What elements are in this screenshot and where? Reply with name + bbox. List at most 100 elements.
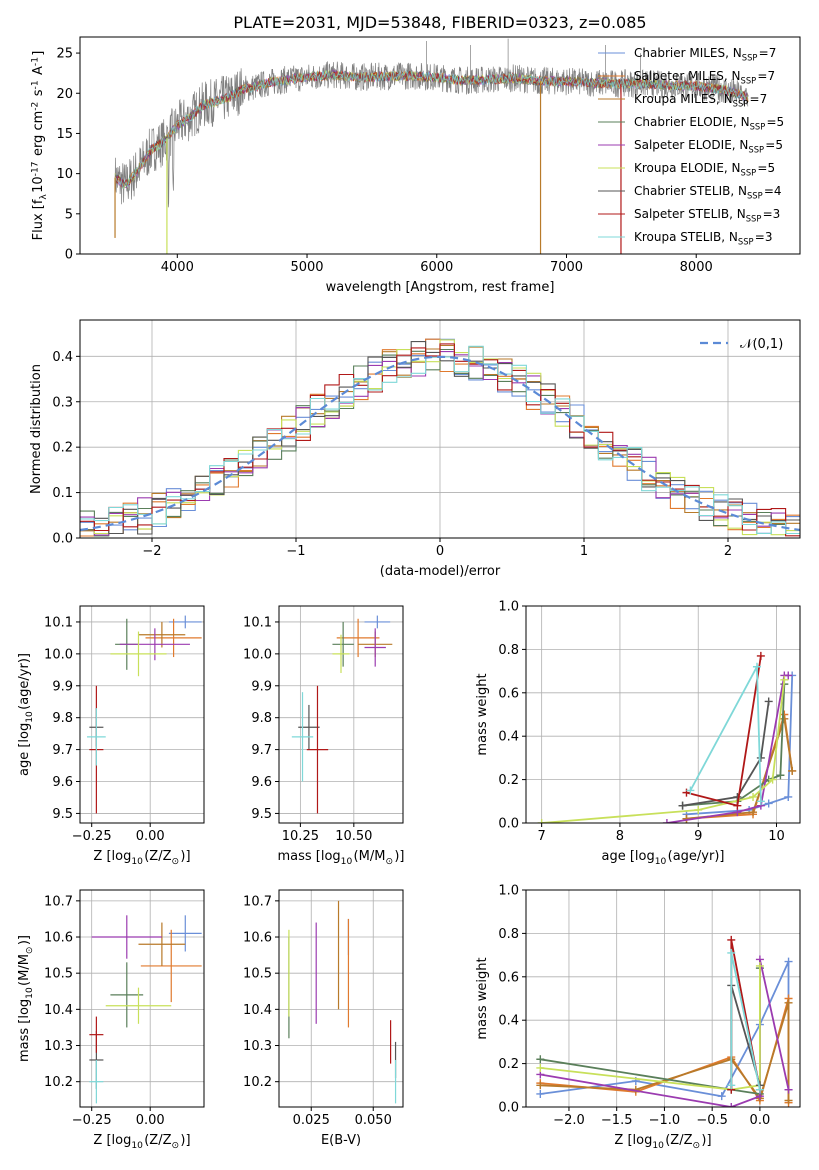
y-tick-label: 5: [65, 207, 73, 222]
panel-age-vs-mass: 10.25 10.50 9.5 9.6 9.7 9.8 9.9 10.0 10.1 mass [l…: [243, 605, 405, 867]
legend-label: 𝒩(0,1): [740, 337, 783, 352]
axes-frame: [79, 889, 205, 1108]
plot-area: [537, 651, 797, 823]
y-axis-label: mass [log10 (M/M⊙ )]: [17, 935, 35, 1062]
y-tick-label: 9.6: [52, 775, 73, 790]
weight-marker: [756, 651, 765, 660]
x-tick-label: 4000: [161, 260, 194, 275]
panel-spectrum: 4000 5000 6000 7000 8000 0 5 10 15 20 25 wavelength…: [30, 36, 801, 295]
weight-marker: [788, 766, 797, 775]
x-tick-label: −1.5: [601, 1113, 633, 1128]
weight-line: [540, 966, 761, 1091]
x-tick-label: 6000: [420, 260, 453, 275]
y-tick-label: 10.1: [243, 615, 272, 630]
y-axis-label: mass weight: [475, 957, 490, 1039]
y-tick-label: 1.0: [498, 600, 519, 615]
y-tick-label: 0.6: [498, 970, 519, 985]
y-axis-label: Flux [fλ 10-17 erg cm-2 s-1 A-1 ]: [30, 51, 48, 241]
plot-area: [536, 935, 793, 1107]
legend-label: Kroupa STELIB, NSSP =3: [634, 230, 772, 247]
y-tick-label: 25: [56, 47, 73, 62]
axes-frame: [525, 605, 801, 824]
y-tick-label: 10.1: [44, 615, 73, 630]
x-tick-label: 0.025: [293, 1113, 330, 1128]
legend-label: Kroupa MILES, NSSP =7: [634, 92, 767, 109]
panel-mass-vs-ebv: 0.025 0.050 10.2 10.3 10.4 10.5 10.6 10.7 E(B-V): [243, 889, 404, 1148]
y-tick-label: 10.0: [44, 647, 73, 662]
y-tick-label: 9.5: [251, 807, 272, 822]
weight-marker: [752, 662, 761, 671]
weight-marker: [536, 1081, 545, 1090]
legend-label: Chabrier MILES, NSSP =7: [634, 46, 776, 63]
weight-marker: [686, 786, 695, 795]
y-tick-label: 0.8: [498, 643, 519, 658]
y-tick-label: 10.0: [243, 647, 272, 662]
axes-frame: [278, 889, 404, 1108]
grid: [80, 606, 204, 823]
weight-marker: [756, 797, 765, 806]
y-tick-label: 15: [56, 127, 73, 142]
weight-marker: [536, 1055, 545, 1064]
spectrum-data-line: [114, 61, 749, 208]
x-axis-label: wavelength [Angstrom, rest frame]: [326, 280, 555, 295]
x-tick-label: 8: [616, 829, 624, 844]
legend-label: Salpeter ELODIE, NSSP =5: [634, 138, 783, 155]
plot-area: [288, 900, 397, 1104]
x-axis-label: Z [log10 (Z/Z⊙ )]: [93, 1133, 190, 1151]
axes-frame: [278, 605, 404, 824]
y-tick-label: 0: [65, 248, 73, 263]
weight-marker: [784, 1096, 793, 1105]
weight-marker: [784, 998, 793, 1007]
y-tick-label: 10.2: [243, 1075, 272, 1090]
y-tick-label: 0.6: [498, 686, 519, 701]
weight-marker: [784, 957, 793, 966]
x-tick-label: 1: [580, 544, 588, 559]
weight-marker: [727, 935, 736, 944]
axes-frame: [79, 605, 205, 824]
x-tick-label: 9: [694, 829, 702, 844]
weight-line: [540, 961, 790, 1098]
model-fit-line: [114, 70, 749, 190]
y-tick-label: 10: [56, 167, 73, 182]
y-tick-label: 9.8: [251, 711, 272, 726]
x-tick-label: 2: [724, 544, 732, 559]
x-tick-label: 0.0: [750, 1113, 771, 1128]
y-tick-label: 9.9: [251, 679, 272, 694]
x-axis-label: Z [log10 (Z/Z⊙ )]: [93, 849, 190, 867]
weight-marker: [784, 671, 793, 680]
weight-marker: [727, 948, 736, 957]
weight-marker: [784, 1085, 793, 1094]
weight-marker: [780, 714, 789, 723]
weight-marker: [717, 1092, 726, 1101]
x-axis-label: (data-model)/error: [380, 564, 501, 579]
x-tick-label: −1.0: [649, 1113, 681, 1128]
y-tick-label: 10.7: [243, 894, 272, 909]
x-tick-label: 10.50: [335, 829, 372, 844]
weight-marker: [756, 753, 765, 762]
y-tick-label: 10.5: [243, 967, 272, 982]
spectrum-legend: Chabrier MILES, NSSP =7 Salpeter MILES, N…: [598, 46, 784, 247]
y-tick-label: 10.4: [44, 1003, 73, 1018]
y-tick-label: 10.6: [44, 931, 73, 946]
y-tick-label: 10.5: [44, 967, 73, 982]
weight-marker: [537, 819, 546, 823]
weight-marker: [727, 1081, 736, 1090]
x-tick-label: 0.00: [136, 829, 165, 844]
legend-label: Chabrier ELODIE, NSSP =5: [634, 115, 784, 132]
weight-line: [730, 985, 761, 1090]
y-tick-label: 9.7: [52, 743, 73, 758]
x-tick-label: −0.25: [72, 829, 112, 844]
weight-line: [540, 968, 761, 1096]
x-axis-label: age [log10 (age/yr)]: [602, 849, 725, 867]
x-tick-label: 7000: [550, 260, 583, 275]
y-tick-label: 0.0: [498, 817, 519, 832]
y-tick-label: 0.2: [498, 1057, 519, 1072]
x-tick-label: −1: [286, 544, 305, 559]
weight-marker: [768, 775, 777, 784]
y-tick-label: 10.4: [243, 1003, 272, 1018]
x-axis-label: mass [log10 (M/M⊙ )]: [277, 849, 404, 867]
weight-marker: [749, 808, 758, 817]
x-tick-label: 0: [436, 544, 444, 559]
legend-label: Salpeter MILES, NSSP =7: [634, 69, 775, 86]
